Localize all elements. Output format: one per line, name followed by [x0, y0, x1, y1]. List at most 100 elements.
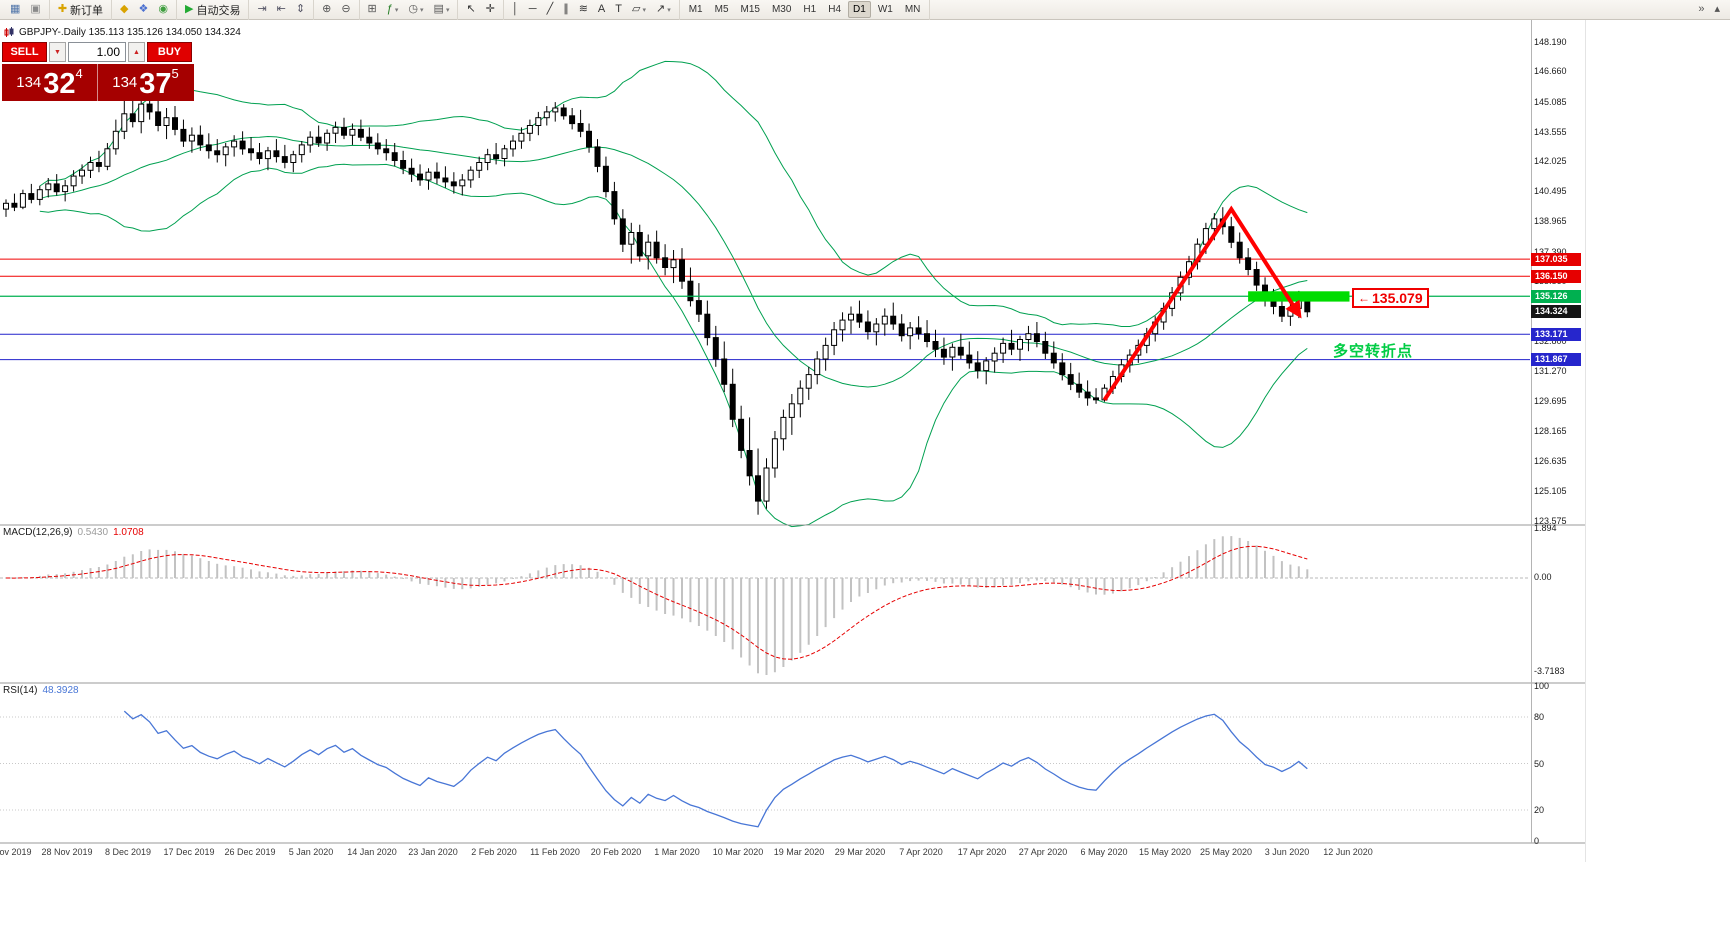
timeframe-m5-button[interactable]: M5	[714, 4, 729, 15]
chart-area: GBPJPY-.Daily 135.113 135.126 134.050 13…	[0, 20, 1730, 942]
toolbar-more-icon[interactable]: »	[1694, 1, 1708, 18]
chart-symbol-title: GBPJPY-.Daily 135.113 135.126 134.050 13…	[4, 27, 241, 38]
price-axis-label: 125.105	[1534, 485, 1567, 496]
toolbar-collapse-icon[interactable]: ▴	[1710, 1, 1724, 18]
volume-decrease-button[interactable]: ▼	[49, 42, 66, 62]
arrows-icon[interactable]: ↗ ▾	[652, 1, 675, 18]
macd-axis-label: 1.894	[1534, 523, 1557, 533]
bollinger-layer	[39, 60, 1308, 528]
date-axis-label: 2 Feb 2020	[471, 847, 517, 857]
date-axis-label: 14 Jan 2020	[347, 847, 397, 857]
trendline-icon: ╱	[546, 3, 554, 15]
toolbar-more-icon: »	[1698, 3, 1705, 15]
price-callout-label[interactable]: ← 135.079	[1352, 288, 1429, 308]
price-axis-label: 128.165	[1534, 426, 1567, 437]
autoscroll-icon[interactable]: ⇥	[253, 1, 270, 18]
volume-input[interactable]	[68, 42, 126, 62]
date-axis-label: 5 Jan 2020	[288, 847, 334, 857]
chevron-down-icon: ▾	[642, 6, 646, 14]
hline-icon[interactable]: ─	[525, 1, 541, 18]
data-window-icon[interactable]: ❖	[135, 1, 153, 18]
chart-shift-icon[interactable]: ⇤	[273, 1, 290, 18]
label-icon[interactable]: T	[611, 1, 626, 18]
date-axis-label: 6 May 2020	[1080, 847, 1128, 857]
volume-increase-button[interactable]: ▲	[128, 42, 145, 62]
date-axis-label: 20 Nov 2019	[0, 847, 32, 857]
price-tag: 136.150	[1531, 269, 1581, 283]
timeframe-h4-button[interactable]: H4	[828, 4, 842, 15]
price-axis-label: 137.390	[1534, 247, 1567, 257]
autotrading-button[interactable]: ▶ 自动交易	[181, 1, 244, 18]
vline-icon[interactable]: │	[508, 1, 523, 18]
buy-price[interactable]: 134375	[112, 66, 179, 100]
macd-axis-label: -3.7183	[1534, 666, 1565, 676]
zoom-out-icon[interactable]: ⊖	[337, 1, 354, 18]
rsi-axis-label: 0	[1534, 836, 1540, 846]
timeframe-m15-button[interactable]: M15	[740, 4, 760, 15]
timeframe-d1-button[interactable]: D1	[848, 1, 871, 18]
fibo-icon[interactable]: ≋	[575, 1, 592, 18]
periods-icon[interactable]: ◷ ▾	[404, 1, 427, 18]
date-axis-label: 17 Apr 2020	[957, 847, 1007, 857]
rsi-value: 48.3928	[42, 685, 79, 696]
tile-windows-icon[interactable]: ⊞	[364, 1, 381, 18]
date-axis-label: 15 May 2020	[1138, 847, 1192, 857]
market-watch-icon: ◆	[120, 3, 129, 15]
trendline-icon[interactable]: ╱	[543, 1, 558, 18]
price-axis-label: 146.660	[1534, 66, 1567, 77]
text-icon[interactable]: A	[594, 1, 609, 18]
price-axis-label: 132.800	[1534, 335, 1567, 346]
buy-button[interactable]: BUY	[147, 42, 192, 62]
channel-icon[interactable]: ∥	[559, 1, 573, 18]
cursor-icon: ↖	[466, 3, 476, 15]
rsi-axis-label: 20	[1534, 805, 1545, 815]
timeframe-h1-button[interactable]: H1	[803, 4, 817, 15]
indicators-icon[interactable]: ƒ ▾	[383, 1, 403, 18]
chevron-down-icon: ▾	[445, 6, 450, 14]
crosshair-icon[interactable]: ✛	[482, 1, 499, 18]
date-axis-label: 7 Apr 2020	[899, 847, 943, 857]
timeframe-mn-button[interactable]: MN	[904, 4, 921, 15]
autotrading-button-label: 自动交易	[196, 4, 241, 17]
date-axis-label: 25 May 2020	[1199, 847, 1253, 857]
sell-price[interactable]: 134324	[16, 66, 83, 100]
chart-canvas[interactable]	[0, 20, 1586, 862]
chart-expand-icon[interactable]: ⇕	[292, 1, 309, 18]
text-icon: A	[597, 3, 606, 15]
chart-shift-icon: ⇤	[276, 3, 286, 15]
sell-button[interactable]: SELL	[2, 42, 47, 62]
templates-icon[interactable]: ▤ ▾	[430, 1, 454, 18]
shapes-icon[interactable]: ▱ ▾	[628, 1, 650, 18]
hline-icon: ─	[528, 3, 537, 15]
macd-value: 0.5430	[77, 527, 109, 538]
turning-point-text[interactable]: 多空转折点	[1333, 343, 1414, 360]
date-axis-label: 3 Jun 2020	[1264, 847, 1310, 857]
price-axis-label: 123.575	[1534, 515, 1567, 526]
market-watch-icon[interactable]: ◆	[116, 1, 132, 18]
chart-expand-icon: ⇕	[295, 3, 306, 15]
date-axis-label: 11 Feb 2020	[530, 847, 580, 857]
navigator-icon: ◉	[158, 3, 168, 15]
date-axis-label: 1 Mar 2020	[654, 847, 700, 857]
zoom-in-icon[interactable]: ⊕	[318, 1, 335, 18]
timeframe-m30-button[interactable]: M30	[771, 4, 792, 15]
cursor-icon[interactable]: ↖	[462, 1, 479, 18]
hlines-layer	[0, 258, 1530, 361]
rsi-indicator-label: RSI(14) 48.3928	[3, 685, 84, 696]
profiles-icon[interactable]: ▣	[26, 1, 44, 18]
new-order-button[interactable]: ✚ 新订单	[54, 1, 107, 18]
rsi-name: RSI(14)	[3, 685, 38, 696]
navigator-icon[interactable]: ◉	[154, 1, 172, 18]
price-axis-label: 140.495	[1534, 186, 1567, 197]
triangle-down-icon: ▼	[54, 48, 61, 56]
timeframe-m1-button[interactable]: M1	[688, 4, 703, 15]
price-tag: 134.324	[1531, 305, 1581, 319]
one-click-trading-panel: SELL ▼ ▲ BUY 134324 134375	[2, 42, 194, 101]
timeframe-w1-button[interactable]: W1	[877, 4, 893, 15]
toolbar-collapse-icon: ▴	[1714, 3, 1720, 15]
arrow-left-icon: ←	[1358, 291, 1370, 305]
arrows-icon: ↗	[655, 3, 666, 15]
price-axis-label: 142.025	[1534, 156, 1567, 167]
new-chart-icon[interactable]: ▦	[6, 1, 24, 18]
price-axis-label: 148.190	[1534, 36, 1567, 47]
